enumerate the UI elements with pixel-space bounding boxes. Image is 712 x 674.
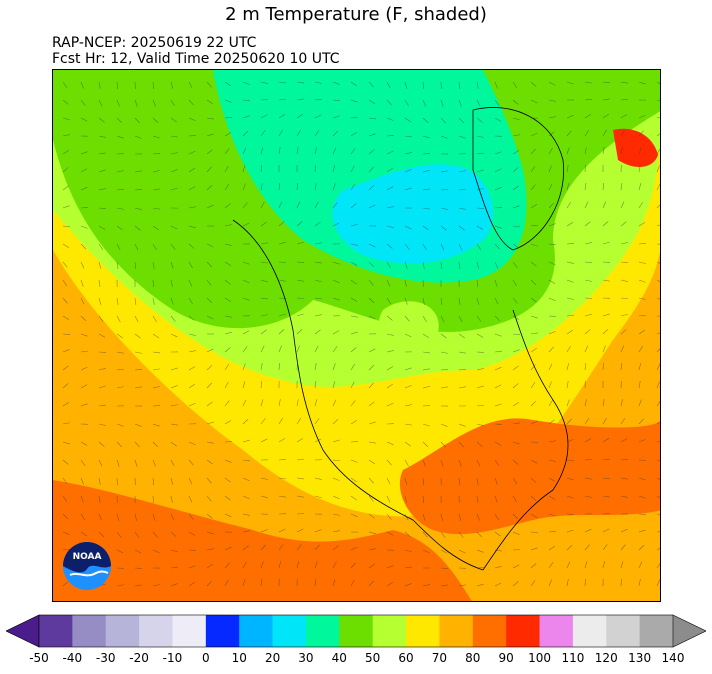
colorbar-tick-label: 100: [528, 651, 551, 665]
colorbar-tick-label: 120: [594, 651, 618, 665]
colorbar-tick-label: 40: [331, 651, 347, 665]
colorbar-tick-label: 90: [498, 651, 514, 665]
coastline-greenland: [472, 107, 565, 251]
colorbar-cell: [572, 615, 607, 647]
region-80-90-gulf: [399, 418, 660, 535]
colorbar-tick-label: 0: [202, 651, 210, 665]
colorbar-cell: [439, 615, 474, 647]
colorbar-cell: [239, 615, 274, 647]
colorbar-cell: [172, 615, 207, 647]
colorbar-ticks: -50 -40 -30 -20 -10 0 10 20 30 40 50 60 70 80 90 100 110…: [0, 651, 712, 667]
colorbar-tick-label: 30: [298, 651, 314, 665]
wind-barbs: [62, 81, 660, 587]
colorbar-cell: [205, 615, 240, 647]
colorbar-tick-label: 130: [628, 651, 652, 665]
region-20-30: [332, 164, 493, 264]
colorbar-tick-label: -50: [29, 651, 49, 665]
colorbar-cell: [105, 615, 140, 647]
colorbar-tick-label: 110: [561, 651, 585, 665]
colorbar-cell: [606, 615, 641, 647]
colorbar-cell: [139, 615, 173, 647]
map-canvas: [53, 70, 660, 601]
colorbar-cell: [305, 615, 340, 647]
colorbar-tick-label: -40: [62, 651, 83, 665]
colorbar-tick-label: -20: [129, 651, 149, 665]
colorbar-tick-label: -30: [95, 651, 116, 665]
colorbar-cell: [506, 615, 541, 647]
region-90-100: [613, 128, 658, 167]
colorbar-cell: [639, 615, 674, 647]
colorbar-cell: [406, 615, 440, 647]
region-80-90-pacific: [53, 480, 472, 601]
colorbar-cell: [372, 615, 407, 647]
colorbar-tick-label: 80: [465, 651, 481, 665]
colorbar-tick-label: 50: [365, 651, 381, 665]
colorbar-tick-label: 10: [231, 651, 247, 665]
temperature-map: [52, 69, 661, 602]
colorbar-tick-label: 70: [431, 651, 448, 665]
colorbar-tick-label: 140: [661, 651, 685, 665]
colorbar-cell: [272, 615, 307, 647]
colorbar-cell: [339, 615, 374, 647]
noaa-logo: NOAA: [62, 541, 112, 591]
coastline-north-america: [232, 219, 569, 571]
noaa-logo-text: NOAA: [73, 552, 102, 562]
colorbar-cell: [72, 615, 107, 647]
forecast-hour-label: Fcst Hr: 12, Valid Time 20250620 10 UTC: [52, 51, 340, 67]
model-run-label: RAP-NCEP: 20250619 22 UTC: [52, 35, 257, 51]
colorbar: [6, 614, 706, 648]
colorbar-cell: [39, 615, 73, 647]
colorbar-over-arrow: [672, 614, 706, 648]
colorbar-tick-label: 60: [398, 651, 414, 665]
colorbar-frame: [38, 614, 674, 648]
colorbar-under-arrow: [6, 614, 40, 648]
chart-title: 2 m Temperature (F, shaded): [225, 4, 487, 25]
colorbar-tick-label: 20: [264, 651, 281, 665]
colorbar-tick-label: -10: [162, 651, 183, 665]
colorbar-cell: [539, 615, 574, 647]
colorbar-cells: [39, 615, 674, 647]
region-hudson: [379, 301, 439, 351]
colorbar-cell: [472, 615, 507, 647]
